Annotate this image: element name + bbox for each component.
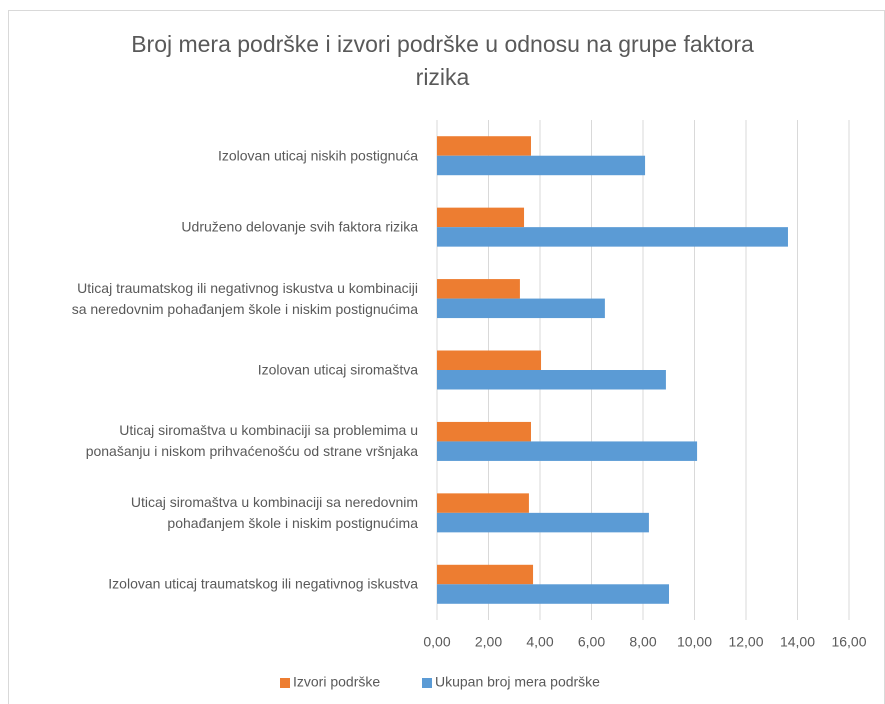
x-tick-label: 14,00: [780, 634, 815, 650]
x-tick-label: 8,00: [629, 634, 656, 650]
bar: [437, 584, 670, 604]
y-tick-label: Uticaj traumatskog ili negativnog iskust…: [71, 279, 418, 317]
y-tick-label: Izolovan uticaj niskih postignuća: [217, 147, 418, 164]
legend-swatch: [422, 678, 432, 688]
x-tick-label: 6,00: [578, 634, 605, 650]
bar: [437, 155, 646, 176]
x-tick-label: 12,00: [728, 634, 763, 650]
bar: [437, 298, 605, 319]
x-tick-label: 2,00: [475, 634, 502, 650]
bar: [437, 136, 531, 156]
bar: [437, 564, 534, 585]
bar: [437, 493, 529, 513]
bar: [437, 350, 542, 370]
x-tick-label: 10,00: [677, 634, 712, 650]
bar: [437, 512, 649, 533]
y-tick-label: Udruženo delovanje svih faktora rizika: [181, 218, 418, 235]
bar: [437, 279, 520, 299]
bar: [437, 370, 666, 390]
y-tick-label: Uticaj siromaštva u kombinaciji sa probl…: [85, 422, 418, 460]
x-tick-label: 4,00: [526, 634, 553, 650]
y-tick-label: Uticaj siromaštva u kombinaciji sa nered…: [130, 493, 418, 531]
y-tick-label: Izolovan uticaj siromaštva: [257, 361, 418, 378]
bar: [437, 441, 698, 461]
chart-title: Broj mera podrške i izvori podrške u odn…: [131, 31, 754, 90]
bar: [437, 207, 525, 228]
bar: [437, 227, 788, 247]
bar: [437, 421, 531, 442]
legend-swatch: [280, 678, 290, 688]
y-tick-label: Izolovan uticaj traumatskog ili negativn…: [108, 575, 418, 592]
x-tick-label: 0,00: [423, 634, 450, 650]
legend-label: Ukupan broj mera podrške: [435, 674, 600, 690]
legend-label: Izvori podrške: [293, 674, 380, 690]
x-tick-label: 16,00: [831, 634, 866, 650]
